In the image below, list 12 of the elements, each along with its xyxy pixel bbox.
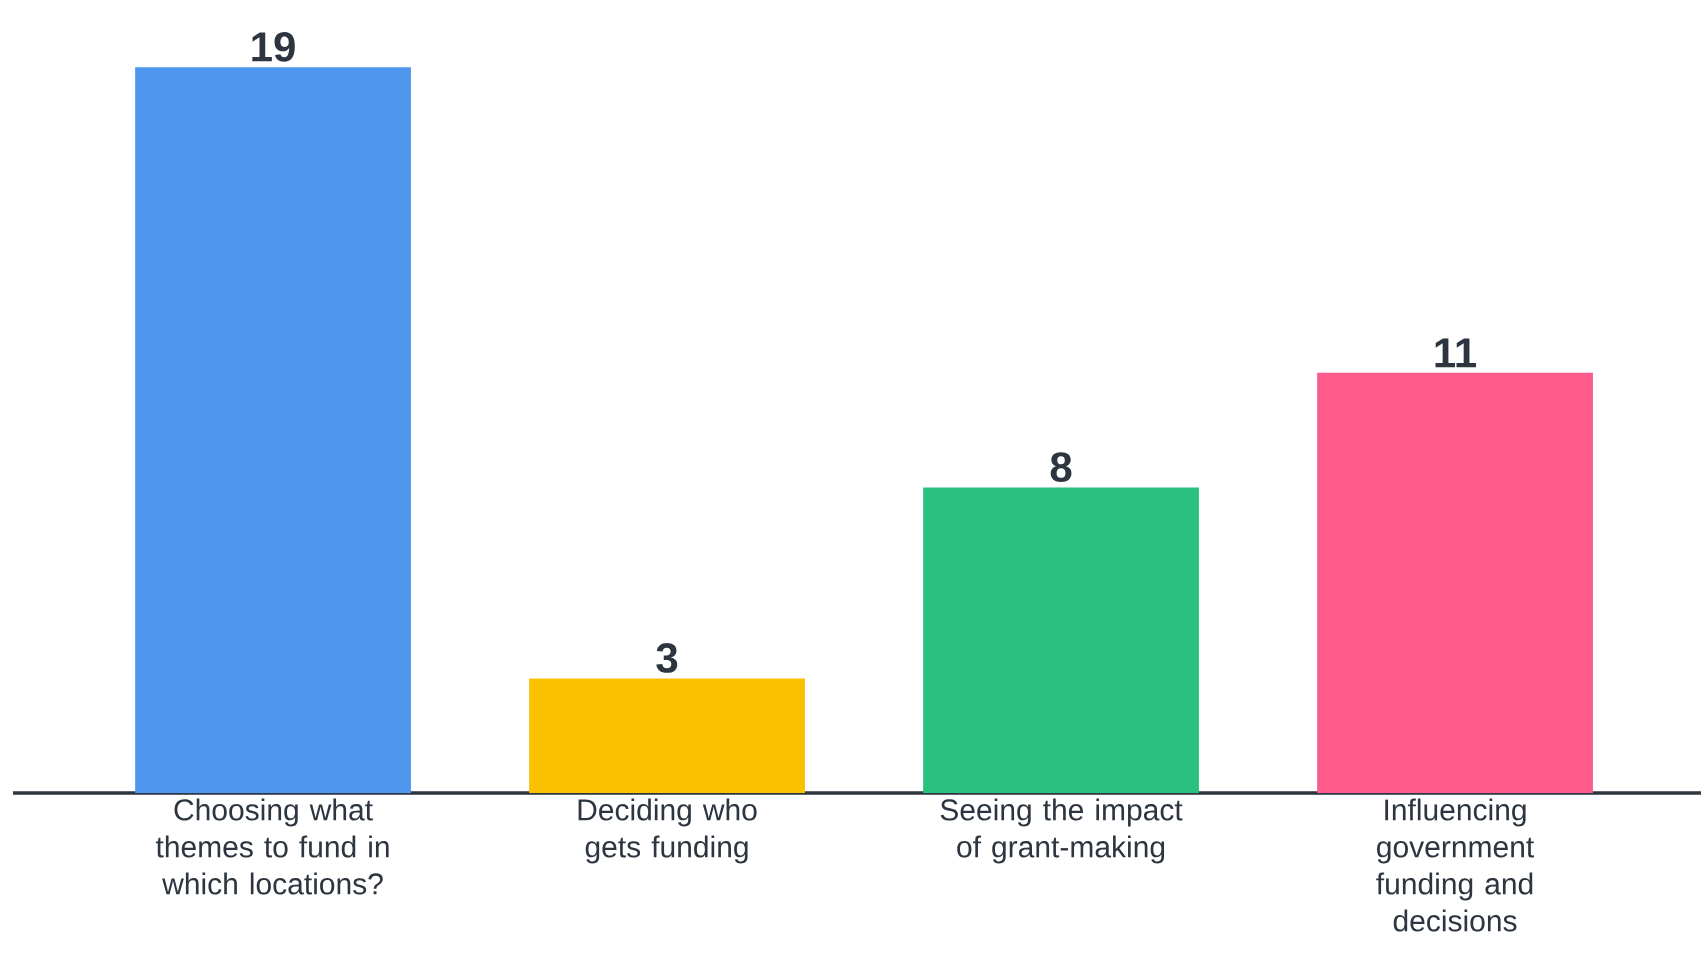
x-tick-label: Seeing the impact of grant-making: [940, 798, 1183, 864]
bar: [529, 678, 805, 793]
x-tick-label: Influencing government funding and decisions: [1376, 798, 1534, 932]
x-tick-label: Choosing what themes to fund in which locations?: [155, 798, 389, 895]
bar: [135, 67, 411, 793]
x-tick-label: Deciding who gets funding: [578, 798, 757, 864]
data-label: 19: [252, 32, 295, 62]
data-label: 8: [1050, 452, 1072, 482]
bar: [923, 487, 1199, 793]
data-label: 3: [656, 643, 678, 673]
data-label: 11: [1435, 338, 1477, 368]
bar: [1317, 372, 1593, 793]
